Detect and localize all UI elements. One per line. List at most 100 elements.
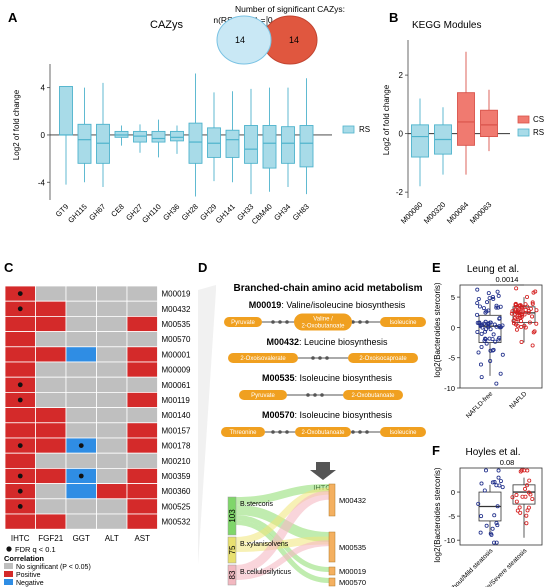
heatmap-cell-6-2 bbox=[65, 376, 97, 393]
heatmap-row-label: M00019 bbox=[162, 290, 191, 299]
panel-e-point bbox=[486, 324, 491, 329]
panel-e-point bbox=[488, 327, 493, 332]
panel-e-point bbox=[494, 305, 499, 310]
module-step-dot-0-0-0 bbox=[271, 320, 275, 324]
heatmap-row-label: M00157 bbox=[162, 426, 191, 435]
panel-f-title: Hoyles et al. bbox=[465, 447, 520, 458]
fdr-dot-4 bbox=[17, 443, 23, 448]
panel-e-point bbox=[479, 375, 484, 380]
module-step-dot-3-0-0 bbox=[271, 430, 275, 434]
heatmap-row-label: M00525 bbox=[162, 502, 191, 511]
panel-e-point bbox=[475, 312, 480, 317]
panel-f-point bbox=[479, 481, 484, 486]
metabolite-node-2-1 bbox=[343, 390, 403, 400]
panel-a-xtick-label: GH36 bbox=[161, 202, 181, 222]
heatmap-cell-2-1 bbox=[35, 315, 67, 332]
metabolite-node-label: 2-Oxobutanoate bbox=[351, 393, 395, 399]
heatmap-cell-2-4 bbox=[126, 315, 158, 332]
heatmap-cell-3-2 bbox=[65, 331, 97, 348]
panel-e-ytick-label: -10 bbox=[444, 384, 455, 393]
panel-a-xtick-label: GH28 bbox=[180, 202, 200, 222]
heatmap-row-label: M00210 bbox=[162, 457, 191, 466]
panel-f-ytick-label: 0 bbox=[451, 488, 455, 497]
sankey-species-label: B.stercoris bbox=[240, 501, 274, 508]
heatmap-cell-0-1 bbox=[35, 285, 67, 302]
panel-e-point bbox=[488, 348, 493, 353]
panel-b-title: KEGG Modules bbox=[412, 20, 481, 31]
heatmap-cell-4-1 bbox=[35, 346, 67, 363]
panel-e-point bbox=[498, 304, 503, 309]
heatmap-cell-1-3 bbox=[96, 300, 128, 317]
heatmap-cell-1-4 bbox=[126, 300, 158, 317]
panel-f-ytick-label: -10 bbox=[444, 536, 455, 545]
panel-e-ytick-label: 0 bbox=[451, 323, 455, 332]
heatmap-cell-12-4 bbox=[126, 467, 158, 484]
heatmap-cell-9-1 bbox=[35, 422, 67, 439]
heatmap-cell-14-1 bbox=[35, 498, 67, 515]
sankey-target-bar-0 bbox=[328, 483, 336, 517]
panel-a-xtick-label: GH83 bbox=[291, 202, 311, 222]
panel-e-point bbox=[490, 294, 495, 299]
panel-f-point bbox=[492, 540, 497, 545]
legend-blue-label: Negative bbox=[16, 580, 44, 587]
panel-a-box-10 bbox=[244, 125, 258, 164]
panel-f-ytick-label: -5 bbox=[448, 512, 455, 521]
legend-blue-swatch bbox=[4, 579, 13, 585]
panel-e-point bbox=[532, 329, 537, 334]
heatmap-cell-14-4 bbox=[126, 498, 158, 515]
heatmap-row-label: M00178 bbox=[162, 442, 191, 451]
heatmap-cell-11-0 bbox=[4, 452, 36, 469]
metabolite-node-label: Valine / bbox=[313, 317, 333, 323]
panel-e-point bbox=[514, 327, 519, 332]
heatmap-cell-2-0 bbox=[4, 315, 36, 332]
module-step-dot-3-0-1 bbox=[278, 430, 282, 434]
heatmap-col-label: AST bbox=[134, 534, 150, 543]
panel-e-point bbox=[477, 320, 482, 325]
panel-a-xtick-label: CBM40 bbox=[250, 202, 274, 226]
metabolite-node-label: 2-Oxobutanoate bbox=[301, 430, 345, 436]
panel-b: B KEGG Modules Log2 of fold change -2 0 2 M… bbox=[382, 10, 544, 226]
panel-e: E Leung et al. log2(Bacteroides stercori… bbox=[432, 260, 543, 420]
heatmap-cell-4-4 bbox=[126, 346, 158, 363]
module-name: : Isoleucine biosynthesis bbox=[294, 410, 392, 420]
panel-e-point bbox=[530, 314, 535, 319]
heatmap-col-label: GGT bbox=[73, 534, 90, 543]
module-heading-1: M00432: Leucine biosynthesis bbox=[266, 337, 388, 347]
heatmap-cell-1-1 bbox=[35, 300, 67, 317]
panel-e-point bbox=[522, 312, 527, 317]
heatmap-cell-12-3 bbox=[96, 467, 128, 484]
panel-c-letter: C bbox=[4, 260, 14, 275]
heatmap-cell-8-4 bbox=[126, 407, 158, 424]
panel-e-point bbox=[478, 362, 483, 367]
metabolite-node-label: Isoleucine bbox=[389, 430, 417, 436]
module-step-dot-0-0-2 bbox=[285, 320, 289, 324]
heatmap-cell-4-3 bbox=[96, 346, 128, 363]
panel-f-point bbox=[495, 523, 500, 528]
panel-f-point bbox=[523, 486, 528, 491]
heatmap-row-label: M00570 bbox=[162, 335, 191, 344]
panel-e-point bbox=[495, 289, 500, 294]
sankey-link-5 bbox=[235, 536, 330, 552]
sankey-source-value: 103 bbox=[228, 509, 237, 523]
panel-e-point bbox=[483, 327, 488, 332]
panel-e-point bbox=[484, 341, 489, 346]
module-step-dot-2-0-1 bbox=[313, 393, 317, 397]
metabolite-node-3-2 bbox=[380, 427, 426, 437]
panel-a-box-1 bbox=[77, 123, 92, 164]
panel-e-point bbox=[481, 306, 486, 311]
panel-e-point bbox=[527, 320, 532, 325]
heatmap-cell-2-2 bbox=[65, 315, 97, 332]
panel-f-point bbox=[492, 513, 497, 518]
panel-e-point bbox=[511, 318, 516, 323]
panel-b-legend-cs-label: CS bbox=[533, 115, 544, 124]
module-step-dot-3-0-2 bbox=[285, 430, 289, 434]
heatmap-cell-0-3 bbox=[96, 285, 128, 302]
metabolite-node-0-0 bbox=[224, 317, 262, 327]
heatmap-cell-8-2 bbox=[65, 407, 97, 424]
module-code: M00432 bbox=[266, 337, 299, 347]
heatmap-cell-15-4 bbox=[126, 513, 158, 530]
heatmap-cell-0-4 bbox=[126, 285, 158, 302]
panel-e-point bbox=[520, 305, 525, 310]
panel-b-ytick-label: 2 bbox=[399, 71, 404, 80]
sankey-target-bar-1 bbox=[328, 531, 336, 563]
